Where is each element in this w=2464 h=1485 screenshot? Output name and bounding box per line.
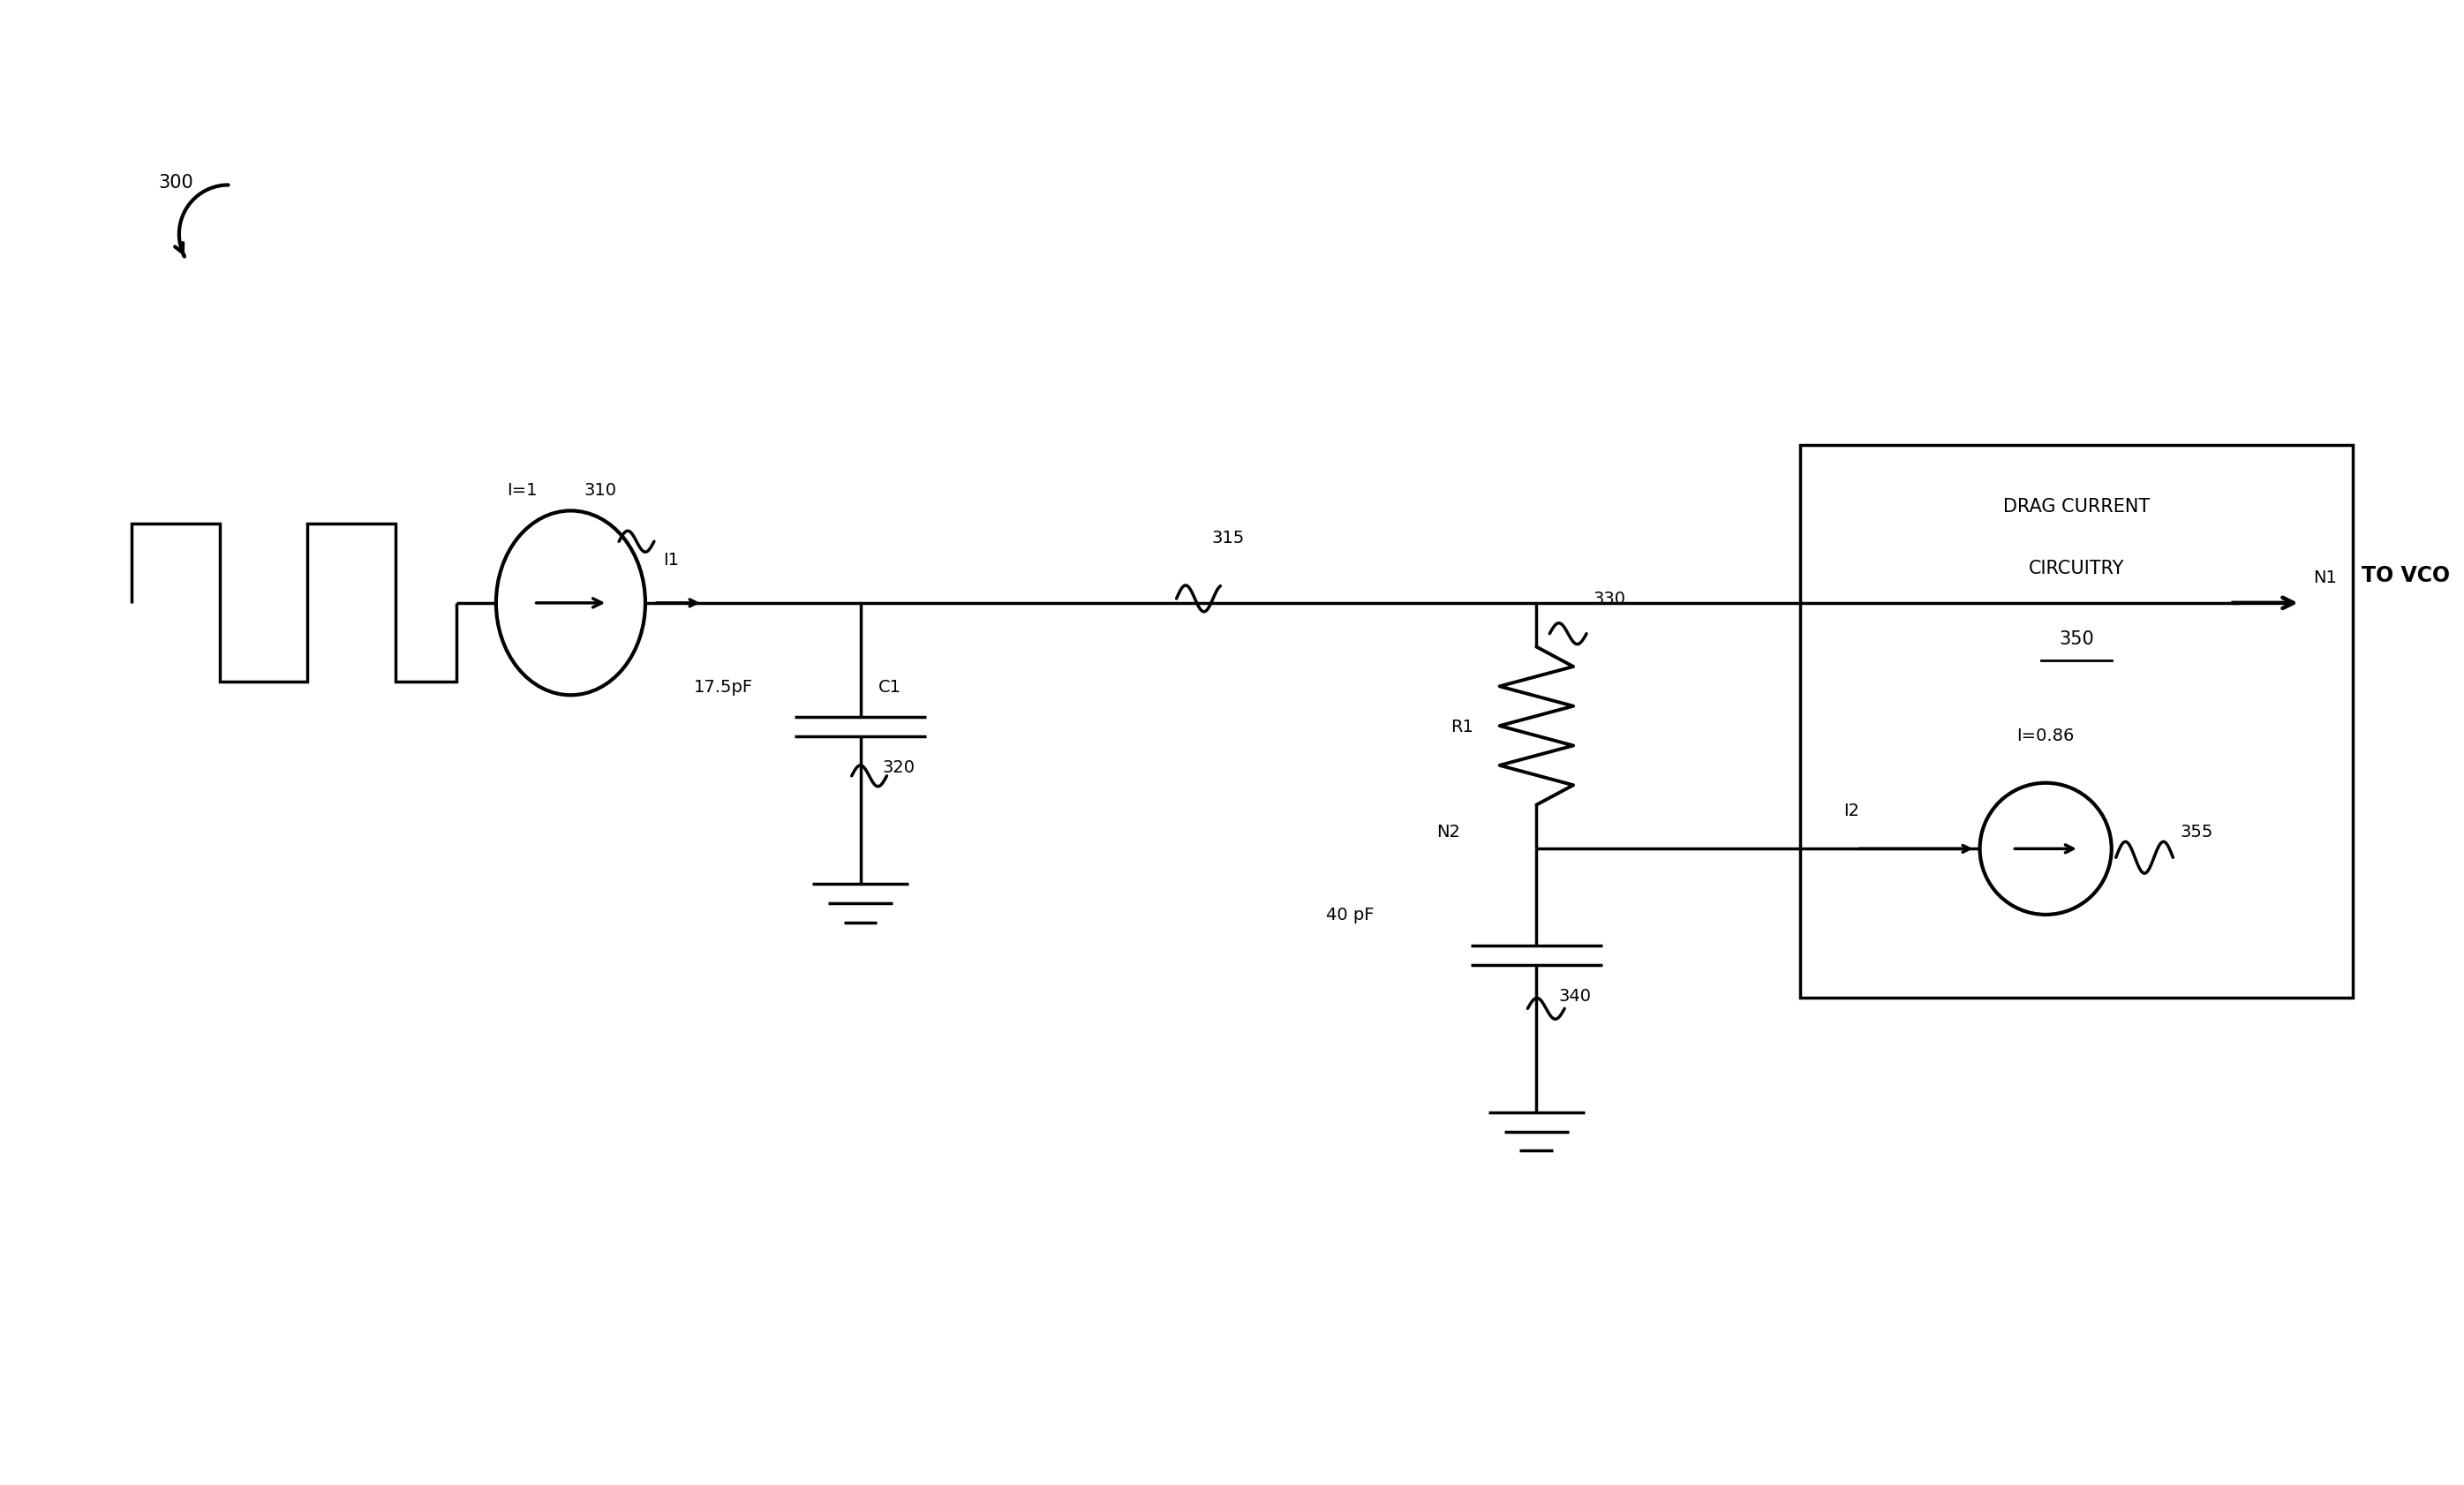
Text: N1: N1 <box>2314 569 2338 587</box>
Text: I=1: I=1 <box>508 481 537 497</box>
Text: 17.5pF: 17.5pF <box>692 679 754 695</box>
Text: C1: C1 <box>877 679 902 695</box>
Text: TO VCO: TO VCO <box>2363 564 2449 587</box>
Text: I2: I2 <box>1843 802 1860 818</box>
Text: 310: 310 <box>584 481 616 497</box>
Text: N2: N2 <box>1437 824 1461 841</box>
Text: 340: 340 <box>1557 988 1592 1004</box>
Text: DRAG CURRENT: DRAG CURRENT <box>2003 497 2149 515</box>
Text: R1: R1 <box>1451 717 1473 735</box>
Text: 320: 320 <box>882 759 914 775</box>
Text: 315: 315 <box>1212 530 1244 546</box>
Text: 355: 355 <box>2181 823 2213 841</box>
Text: I=0.86: I=0.86 <box>2018 728 2075 744</box>
Text: 40 pF: 40 pF <box>1326 906 1375 924</box>
Text: CIRCUITRY: CIRCUITRY <box>2028 560 2124 578</box>
Text: I1: I1 <box>663 551 678 567</box>
Text: 300: 300 <box>158 174 192 192</box>
Text: 350: 350 <box>2060 630 2094 647</box>
Bar <box>1799 445 2353 998</box>
Text: 330: 330 <box>1594 591 1626 607</box>
